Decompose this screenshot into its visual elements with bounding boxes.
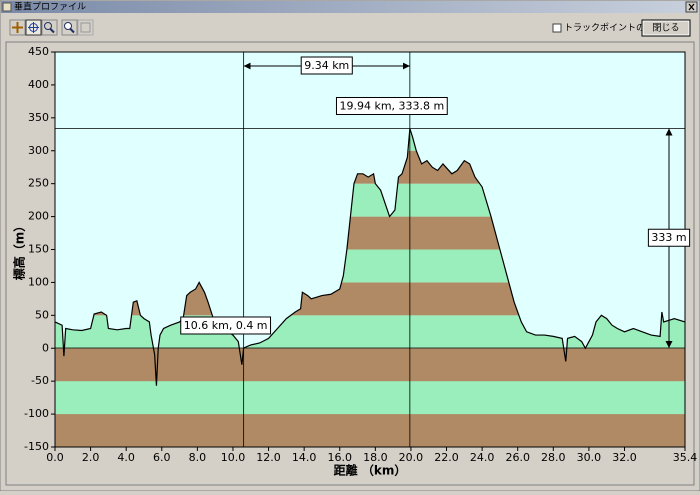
close-button-label[interactable]: 閉じる [652, 23, 679, 34]
x-tick-label: 0.0 [46, 451, 64, 464]
height-label-bg [647, 228, 691, 247]
x-tick-label: 4.0 [117, 451, 135, 464]
x-tick-label: 12.0 [256, 451, 281, 464]
distance-label-bg [300, 56, 353, 75]
band [55, 381, 685, 415]
distance-label-box: 9.34 km [300, 56, 353, 75]
x-tick-label: 28.0 [541, 451, 566, 464]
x-tick-label: 14.0 [292, 451, 317, 464]
x-tick-label: 30.0 [577, 451, 602, 464]
marker-label-box: 19.94 km, 333.8 m [335, 96, 448, 115]
y-tick-label: 300 [28, 144, 49, 157]
marker-label: 10.6 km, 0.4 m [184, 319, 268, 332]
y-tick-label: 350 [28, 111, 49, 124]
y-tick-label: -150 [24, 440, 49, 453]
height-label: 333 m [651, 231, 686, 244]
x-tick-label: 32.0 [612, 451, 637, 464]
close-button[interactable]: 閉じる [641, 19, 691, 37]
x-tick-label: 24.0 [470, 451, 495, 464]
band [55, 414, 685, 447]
y-tick-label: -100 [24, 407, 49, 420]
y-tick-label: 450 [28, 45, 49, 58]
profile-line [54, 128, 686, 386]
marker-label-box: 10.6 km, 0.4 m [180, 316, 272, 335]
y-axis-label: 標高（m） [12, 220, 27, 281]
height-label-box: 333 m [647, 228, 691, 247]
title-bar [1, 1, 699, 13]
tool-zoom-area[interactable] [41, 19, 58, 36]
marker-label-bg [180, 316, 272, 335]
chart: -150 -100 -50 0 50 100 150 200 250 300 350 400 450 0.… [24, 45, 697, 464]
x-tick-label: 8.0 [189, 451, 207, 464]
x-tick-label: 35.4 [673, 451, 698, 464]
y-tick-label: 250 [28, 177, 49, 190]
x-tick-label: 6.0 [153, 451, 171, 464]
y-tick-label: -50 [31, 374, 49, 387]
x-tick-label: 18.0 [363, 451, 388, 464]
tool-zoom-reset[interactable] [77, 19, 94, 36]
y-tick-label: 200 [28, 210, 49, 223]
app-icon [2, 2, 12, 12]
checkbox[interactable] [552, 23, 562, 33]
window-close[interactable] [685, 1, 698, 13]
y-tick-label: 150 [28, 243, 49, 256]
x-tick-label: 22.0 [434, 451, 459, 464]
y-tick-label: 400 [28, 78, 49, 91]
marker-label: 19.94 km, 333.8 m [339, 99, 444, 112]
x-tick-label: 10.0 [221, 451, 246, 464]
marker-label-bg [335, 96, 448, 115]
x-tick-label: 2.0 [82, 451, 100, 464]
band [55, 348, 685, 382]
x-axis-label: 距離 （km） [334, 463, 407, 478]
window-title: 垂直プロファイル [14, 1, 86, 13]
x-tick-label: 20.0 [399, 451, 424, 464]
distance-label: 9.34 km [304, 59, 349, 72]
y-tick-label: 100 [28, 275, 49, 288]
x-tick-label: 26.0 [505, 451, 530, 464]
x-tick-label: 16.0 [327, 451, 352, 464]
y-tick-label: 50 [35, 308, 49, 321]
toolbar [9, 19, 94, 36]
y-tick-label: 0 [42, 341, 49, 354]
